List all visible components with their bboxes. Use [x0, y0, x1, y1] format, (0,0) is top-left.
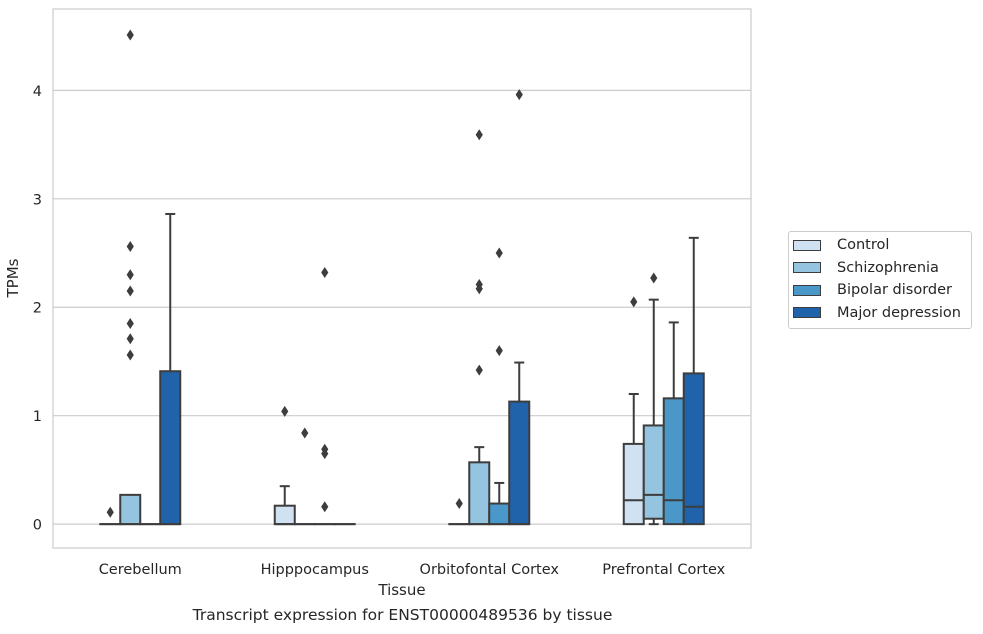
outlier-point — [515, 89, 523, 101]
outlier-point — [281, 405, 289, 417]
y-tick-label: 0 — [33, 518, 42, 534]
box — [273, 405, 296, 526]
x-tick-labels: Cerebellum Hipppocampus Orbitofontal Corte… — [99, 562, 726, 578]
series-major-depression — [159, 89, 705, 526]
box-body — [273, 504, 296, 526]
x-axis-label: Tissue — [377, 581, 425, 599]
box-body — [642, 424, 665, 520]
box — [293, 427, 316, 526]
box — [159, 212, 182, 526]
outlier-point — [126, 285, 134, 297]
series-bipolar-disorder — [139, 247, 685, 526]
box — [313, 267, 336, 526]
outlier-point — [475, 129, 483, 141]
y-tick-label: 3 — [33, 192, 42, 208]
box-body — [622, 442, 645, 526]
y-tick-labels: 0 1 2 3 4 — [33, 84, 42, 534]
box-body — [662, 397, 685, 526]
legend-item-major-depression: Major depression — [789, 302, 971, 325]
legend: Control Schizophrenia Bipolar disorder M… — [788, 231, 972, 329]
box — [119, 29, 142, 526]
legend-item-bipolar-disorder: Bipolar disorder — [789, 279, 971, 302]
box — [488, 247, 511, 526]
legend-swatch-schizophrenia — [793, 262, 821, 274]
outlier-point — [321, 443, 329, 455]
outlier-point — [126, 333, 134, 345]
plot-area — [52, 8, 752, 549]
outlier-point — [126, 29, 134, 41]
box-body — [119, 493, 142, 526]
outlier-point — [321, 267, 329, 279]
outlier-point — [126, 349, 134, 361]
y-tick-label: 4 — [33, 84, 42, 100]
box-body — [488, 502, 511, 526]
legend-label-major-depression: Major depression — [837, 304, 961, 321]
legend-swatch-control — [793, 239, 821, 251]
legend-label-control: Control — [837, 237, 890, 254]
box — [642, 272, 665, 526]
outlier-point — [126, 241, 134, 253]
box — [99, 506, 122, 526]
outlier-point — [650, 272, 658, 284]
box-body — [468, 461, 491, 526]
outlier-point — [495, 345, 503, 357]
box-body — [508, 400, 531, 526]
box-body — [682, 372, 705, 526]
series-control — [99, 296, 645, 526]
legend-label-schizophrenia: Schizophrenia — [837, 259, 939, 276]
x-tick-label: Orbitofontal Cortex — [420, 562, 560, 578]
legend-item-control: Control — [789, 234, 971, 257]
outlier-point — [495, 247, 503, 259]
box-series — [99, 29, 705, 526]
outlier-point — [106, 506, 114, 518]
legend-item-schizophrenia: Schizophrenia — [789, 257, 971, 280]
legend-swatch-major-depression — [793, 307, 821, 319]
x-tick-label: Prefrontal Cortex — [602, 562, 725, 578]
y-tick-label: 1 — [33, 409, 42, 425]
box — [662, 321, 685, 526]
box — [448, 498, 471, 526]
outlier-point — [630, 296, 638, 308]
box — [468, 129, 491, 526]
y-tick-label: 2 — [33, 301, 42, 317]
outlier-point — [475, 364, 483, 376]
x-tick-label: Cerebellum — [99, 562, 182, 578]
y-axis-label: TPMs — [4, 258, 22, 298]
box — [622, 296, 645, 526]
series-schizophrenia — [119, 29, 665, 526]
box — [508, 89, 531, 526]
outlier-point — [455, 498, 463, 510]
outlier-point — [475, 278, 483, 290]
outlier-point — [301, 427, 309, 439]
box-body — [159, 370, 182, 526]
box — [682, 236, 705, 526]
outlier-point — [321, 501, 329, 513]
figure-caption: Transcript expression for ENST0000048953… — [192, 606, 613, 624]
outlier-point — [126, 318, 134, 330]
legend-label-bipolar-disorder: Bipolar disorder — [837, 282, 952, 299]
legend-swatch-bipolar-disorder — [793, 284, 821, 296]
outlier-point — [126, 269, 134, 281]
x-tick-label: Hipppocampus — [261, 562, 369, 578]
